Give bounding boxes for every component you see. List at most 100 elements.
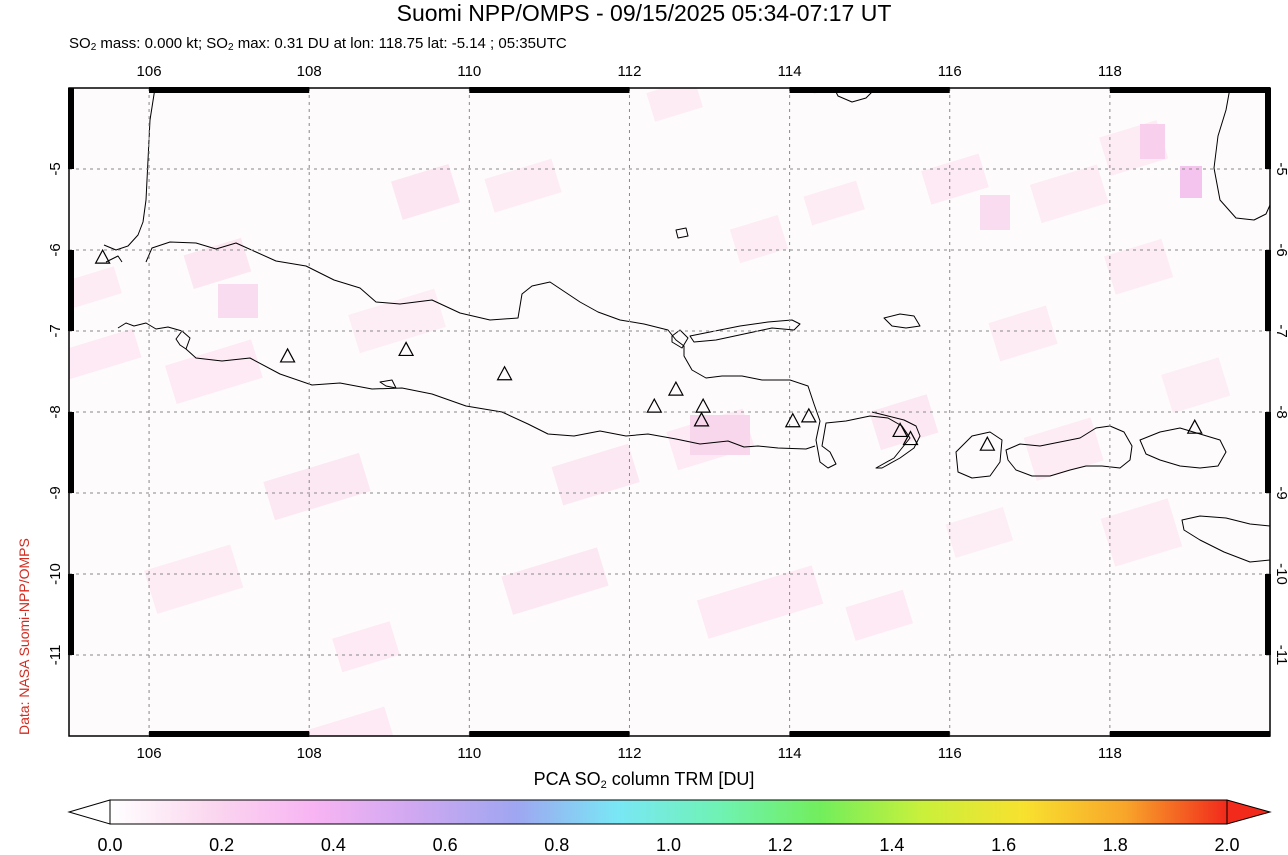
map-border-bars	[68, 87, 1271, 737]
sumatra-coast	[103, 88, 156, 251]
frame-bar-top	[789, 87, 950, 93]
lat-tick-right-label: -7	[1273, 324, 1288, 337]
colorbar-min-arrow	[67, 799, 111, 825]
volcano-marker	[979, 435, 996, 451]
java-north-coast	[145, 241, 921, 469]
frame-bar-top	[469, 87, 630, 93]
colorbar-tick-label: 0.6	[432, 835, 458, 855]
flores-island	[1139, 427, 1227, 469]
lon-tick-bottom-label: 118	[1098, 745, 1122, 762]
java-west-tip	[175, 330, 187, 350]
frame-bar-bottom	[789, 731, 950, 737]
lon-tick-bottom-label: 114	[778, 745, 802, 762]
colorbar-tick-label: 1.4	[879, 835, 905, 855]
frame-bar-right	[1265, 88, 1271, 169]
frame-bar-top	[149, 87, 310, 93]
lat-tick-right-label: -8	[1273, 405, 1288, 418]
colorbar-tick-label: 1.6	[991, 835, 1017, 855]
colorbar-max-arrow	[1226, 799, 1272, 825]
lombok-island	[955, 431, 1003, 479]
so2-mass-subscript: 2	[90, 42, 97, 53]
lon-tick-bottom-label: 108	[297, 745, 322, 762]
lat-tick-right-label: -5	[1273, 162, 1288, 175]
lon-tick-top-label: 114	[778, 63, 802, 80]
colorbar-tick-label: 0.0	[97, 835, 123, 855]
graticule	[69, 88, 1270, 736]
volcano-marker	[902, 430, 919, 446]
lat-tick-left-label: -11	[47, 645, 64, 666]
volcano-marker	[398, 341, 415, 357]
so2-mass-prefix: SO	[69, 35, 91, 52]
sumatra-tip-islands	[105, 255, 123, 263]
volcano-markers	[94, 248, 1203, 451]
frame-bar-left	[68, 88, 74, 169]
volcano-marker	[892, 422, 909, 438]
colorbar-tick-label: 1.8	[1102, 835, 1128, 855]
lat-tick-right-label: -9	[1273, 486, 1288, 499]
volcano-marker	[1186, 418, 1203, 434]
frame-bar-left	[68, 574, 74, 655]
frame-bar-right	[1265, 412, 1271, 493]
frame-bar-right	[1265, 250, 1271, 331]
lon-tick-bottom-label: 110	[457, 745, 481, 762]
frame-bar-bottom	[1109, 731, 1270, 737]
lat-ticks-left: -5 -6 -7 -8 -9 -10 -11	[47, 162, 64, 665]
lon-ticks-bottom: 106 108 110 112 114 116 118	[137, 745, 1122, 762]
colorbar-label-prefix: PCA SO	[533, 769, 601, 789]
colorbar-tick-label: 0.2	[209, 835, 235, 855]
lat-tick-right-label: -6	[1273, 243, 1288, 256]
lat-tick-right-label: -11	[1273, 645, 1288, 666]
so2-mass-text: mass: 0.000 kt; SO	[96, 35, 228, 52]
volcano-marker	[94, 248, 111, 264]
frame-bar-bottom	[469, 731, 630, 737]
lat-tick-left-label: -6	[47, 243, 64, 256]
colorbar-tick-label: 1.0	[655, 835, 682, 855]
lon-tick-top-label: 118	[1098, 63, 1122, 80]
colorbar-label-subscript: 2	[600, 779, 607, 791]
so2-max-subscript: 2	[227, 42, 234, 53]
madura-island	[689, 319, 801, 343]
frame-bar-bottom	[149, 731, 310, 737]
lat-tick-right-label: -10	[1273, 563, 1288, 585]
lon-tick-top-label: 110	[457, 63, 481, 80]
lat-tick-left-label: -9	[47, 486, 64, 499]
karimun-island	[379, 379, 397, 389]
volcano-marker	[496, 365, 513, 381]
colorbar-tick-label: 1.2	[767, 835, 793, 855]
volcano-marker	[695, 397, 712, 413]
colorbar	[67, 799, 1272, 825]
lon-tick-top-label: 112	[618, 63, 642, 80]
volcano-marker	[279, 347, 296, 363]
lon-tick-bottom-label: 112	[618, 745, 642, 762]
coastlines	[103, 88, 1270, 563]
frame-bar-top	[1109, 87, 1270, 93]
map-title: Suomi NPP/OMPS - 09/15/2025 05:34-07:17 …	[396, 0, 892, 26]
lat-tick-left-label: -10	[47, 563, 64, 585]
colorbar-tick-label: 0.8	[544, 835, 570, 855]
volcano-marker	[800, 407, 817, 423]
lat-tick-left-label: -8	[47, 405, 64, 418]
lat-tick-left-label: -7	[47, 324, 64, 337]
colorbar-label: PCA SO2 column TRM [DU]	[0, 768, 1288, 791]
lon-tick-top-label: 108	[297, 63, 322, 80]
lon-tick-bottom-label: 116	[938, 745, 962, 762]
colorbar-tick-label: 0.4	[320, 835, 346, 855]
volcano-marker	[646, 397, 663, 413]
lat-ticks-right: -5 -6 -7 -8 -9 -10 -11	[1273, 162, 1288, 665]
sumbawa-island	[1005, 425, 1133, 477]
bawean-island	[675, 227, 689, 239]
colorbar-ramp	[109, 799, 1228, 825]
so2-max-text: max: 0.31 DU at lon: 118.75 lat: -5.14 ;…	[233, 35, 567, 52]
frame-bar-right	[1265, 574, 1271, 655]
sumba-island	[1181, 515, 1270, 563]
lon-ticks-top: 106 108 110 112 114 116 118	[137, 63, 1122, 80]
lon-tick-bottom-label: 106	[137, 745, 162, 762]
kalimantan-coast	[833, 88, 877, 103]
frame-bar-left	[68, 250, 74, 331]
volcano-marker	[667, 380, 684, 396]
volcano-marker	[693, 411, 710, 427]
colorbar-tick-label: 2.0	[1214, 835, 1240, 855]
lat-tick-left-label: -5	[47, 162, 64, 175]
